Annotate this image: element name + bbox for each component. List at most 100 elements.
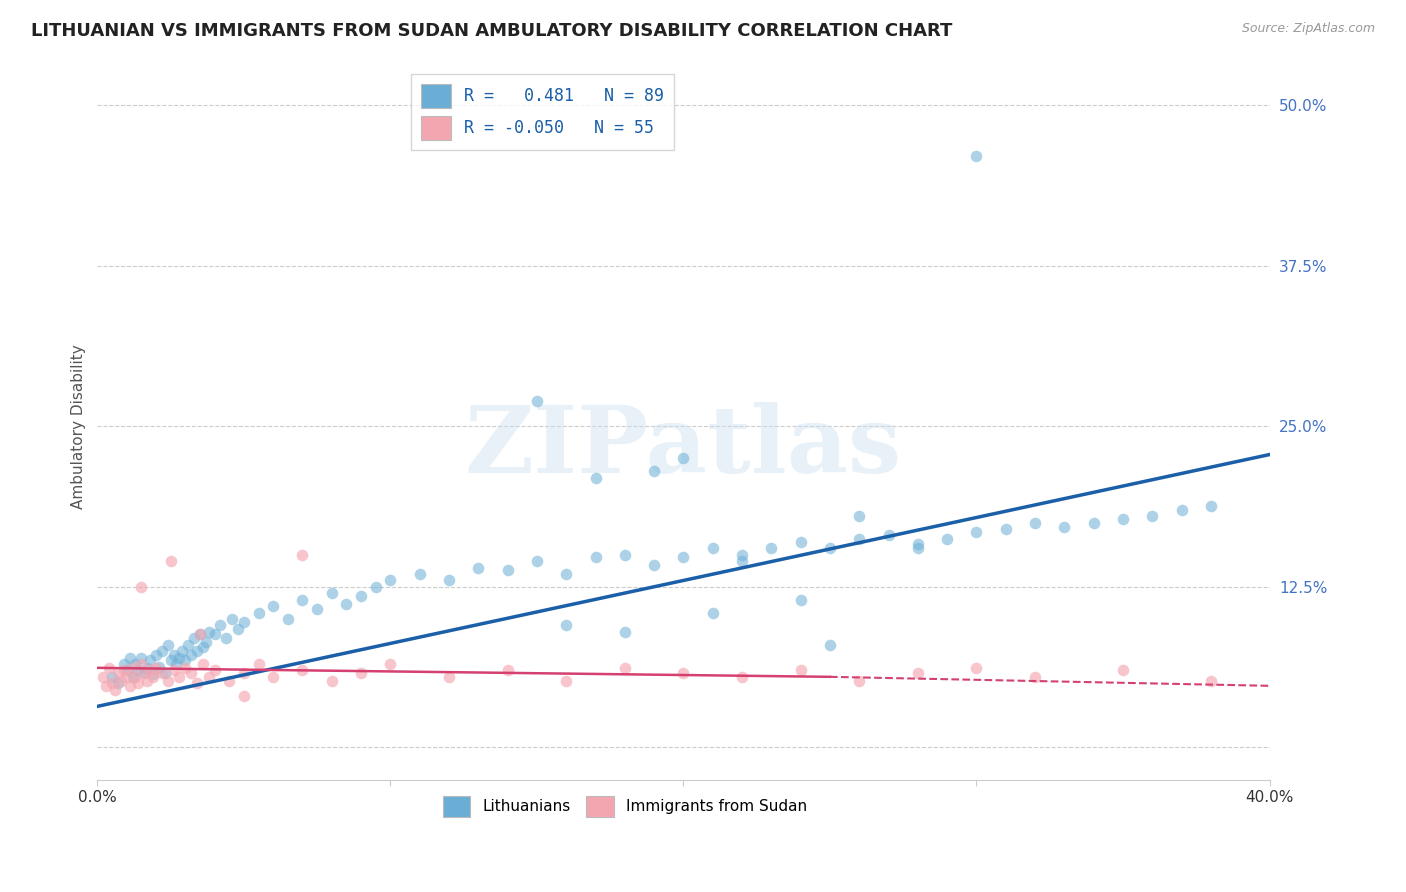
Point xyxy=(98,661,121,675)
Point xyxy=(197,624,219,639)
Point xyxy=(174,661,197,675)
Point xyxy=(166,657,188,671)
Point xyxy=(112,657,135,671)
Point xyxy=(364,580,387,594)
Point xyxy=(139,653,162,667)
Point xyxy=(134,665,156,680)
Point xyxy=(162,648,184,662)
Point xyxy=(156,638,179,652)
Point xyxy=(291,548,314,562)
Point xyxy=(1112,512,1135,526)
Point xyxy=(1199,499,1222,513)
Point xyxy=(145,648,167,662)
Point xyxy=(321,586,343,600)
Point xyxy=(818,541,841,556)
Point xyxy=(226,622,249,636)
Point xyxy=(186,676,208,690)
Point xyxy=(124,657,146,671)
Point xyxy=(150,665,173,680)
Point xyxy=(437,574,460,588)
Point xyxy=(110,673,132,688)
Point xyxy=(215,632,238,646)
Point xyxy=(162,664,184,678)
Point xyxy=(232,615,254,629)
Point xyxy=(672,550,695,565)
Point xyxy=(107,665,129,680)
Point xyxy=(169,650,191,665)
Point xyxy=(107,676,129,690)
Point xyxy=(194,635,217,649)
Point xyxy=(127,676,149,690)
Point xyxy=(307,601,329,615)
Point xyxy=(994,522,1017,536)
Point xyxy=(1024,516,1046,530)
Point xyxy=(731,670,754,684)
Point xyxy=(496,664,519,678)
Point xyxy=(118,650,141,665)
Point xyxy=(1170,503,1192,517)
Point xyxy=(159,653,181,667)
Point xyxy=(437,670,460,684)
Point xyxy=(1024,670,1046,684)
Point xyxy=(232,689,254,703)
Point xyxy=(585,550,607,565)
Point xyxy=(291,592,314,607)
Point xyxy=(180,648,202,662)
Point xyxy=(131,650,153,665)
Point xyxy=(818,638,841,652)
Point xyxy=(907,665,929,680)
Point xyxy=(115,664,138,678)
Point xyxy=(174,653,197,667)
Point xyxy=(104,682,127,697)
Point xyxy=(789,535,811,549)
Point xyxy=(1083,516,1105,530)
Point xyxy=(186,644,208,658)
Point xyxy=(761,541,783,556)
Point xyxy=(848,673,870,688)
Point xyxy=(247,606,270,620)
Point xyxy=(169,670,191,684)
Point xyxy=(112,664,135,678)
Point xyxy=(789,664,811,678)
Text: Source: ZipAtlas.com: Source: ZipAtlas.com xyxy=(1241,22,1375,36)
Point xyxy=(127,664,149,678)
Point xyxy=(142,667,165,681)
Point xyxy=(1142,509,1164,524)
Point xyxy=(585,471,607,485)
Point xyxy=(409,567,432,582)
Point xyxy=(380,657,402,671)
Point xyxy=(177,638,200,652)
Point xyxy=(643,558,665,572)
Point xyxy=(183,632,205,646)
Point xyxy=(262,670,284,684)
Point xyxy=(232,665,254,680)
Point xyxy=(124,670,146,684)
Point xyxy=(1199,673,1222,688)
Point xyxy=(335,597,357,611)
Point xyxy=(672,451,695,466)
Point xyxy=(966,149,988,163)
Point xyxy=(613,548,636,562)
Point xyxy=(204,627,226,641)
Legend: Lithuanians, Immigrants from Sudan: Lithuanians, Immigrants from Sudan xyxy=(434,788,814,825)
Point xyxy=(156,673,179,688)
Point xyxy=(672,665,695,680)
Point xyxy=(262,599,284,614)
Point xyxy=(291,664,314,678)
Point xyxy=(966,524,988,539)
Point xyxy=(142,670,165,684)
Point xyxy=(496,563,519,577)
Point xyxy=(136,661,159,675)
Point xyxy=(118,679,141,693)
Point xyxy=(94,679,117,693)
Point xyxy=(121,661,143,675)
Point xyxy=(101,676,124,690)
Point xyxy=(115,670,138,684)
Point xyxy=(526,554,548,568)
Point xyxy=(1053,519,1076,533)
Point xyxy=(134,665,156,680)
Point xyxy=(848,533,870,547)
Point xyxy=(101,670,124,684)
Y-axis label: Ambulatory Disability: Ambulatory Disability xyxy=(72,344,86,508)
Point xyxy=(150,644,173,658)
